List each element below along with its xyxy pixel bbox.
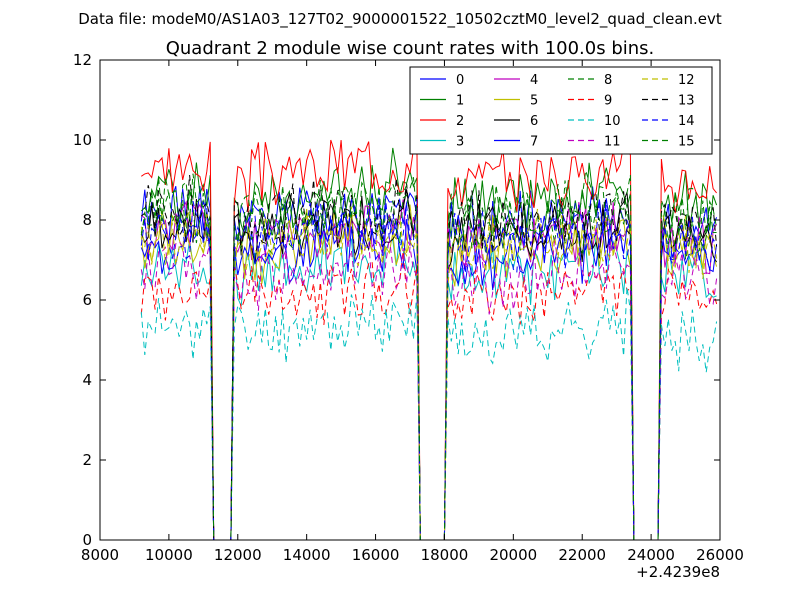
y-tick-label: 10: [73, 131, 92, 149]
x-tick-label: 8000: [81, 546, 119, 564]
x-tick-label: 18000: [421, 546, 469, 564]
legend-label-2: 2: [456, 114, 464, 129]
x-tick-label: 24000: [627, 546, 675, 564]
x-tick-label: 26000: [696, 546, 744, 564]
x-tick-label: 14000: [283, 546, 331, 564]
y-tick-label: 6: [82, 291, 92, 309]
legend-label-8: 8: [604, 73, 612, 88]
chart-title: Quadrant 2 module wise count rates with …: [166, 38, 655, 59]
series-line-10: [140, 286, 718, 541]
legend-box: [409, 66, 713, 155]
series-line-8: [140, 189, 718, 541]
legend-label-9: 9: [604, 94, 612, 109]
x-tick-label: 10000: [145, 546, 193, 564]
legend-label-5: 5: [530, 94, 538, 109]
legend-label-11: 11: [604, 135, 621, 150]
x-offset-label: +2.4239e8: [636, 563, 720, 581]
series-line-12: [140, 206, 718, 541]
ticks-layer: 8000 10000 12000 14000 16000 18000 20000 22000 2…: [73, 51, 744, 564]
series-line-14: [140, 198, 718, 541]
y-tick-label: 8: [82, 211, 92, 229]
x-tick-label: 12000: [214, 546, 262, 564]
y-tick-label: 2: [82, 451, 92, 469]
legend-label-4: 4: [530, 73, 538, 88]
x-tick-label: 20000: [489, 546, 537, 564]
legend-label-12: 12: [678, 73, 695, 88]
legend-label-13: 13: [678, 94, 695, 109]
legend-label-3: 3: [456, 135, 464, 150]
legend-label-0: 0: [456, 73, 464, 88]
data-file-title: Data file: modeM0/AS1A03_127T02_90000015…: [78, 10, 722, 29]
y-tick-label: 4: [82, 371, 92, 389]
series-line-11: [140, 236, 718, 541]
series-layer: [140, 139, 718, 541]
legend-label-14: 14: [678, 114, 695, 129]
y-tick-label: 0: [82, 531, 92, 549]
legend-label-10: 10: [604, 114, 621, 129]
legend-label-6: 6: [530, 114, 538, 129]
legend-label-15: 15: [678, 135, 695, 150]
x-tick-label: 16000: [352, 546, 400, 564]
x-tick-label: 22000: [558, 546, 606, 564]
legend-label-1: 1: [456, 94, 464, 109]
legend-label-7: 7: [530, 135, 538, 150]
y-tick-label: 12: [73, 51, 92, 69]
